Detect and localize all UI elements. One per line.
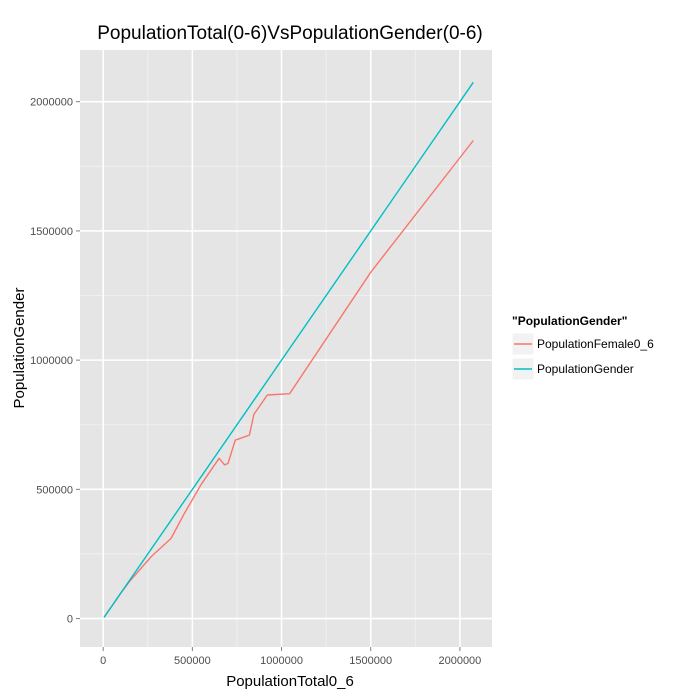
legend-label-populationgender: PopulationGender — [537, 362, 634, 376]
plot-panel — [80, 50, 492, 647]
y-tick-label: 1500000 — [30, 226, 73, 238]
y-axis-title: PopulationGender — [11, 288, 28, 409]
chart-title: PopulationTotal(0-6)VsPopulationGender(0… — [97, 23, 483, 44]
x-tick-label: 0 — [100, 655, 106, 667]
x-tick-label: 500000 — [174, 655, 211, 667]
legend-label-populationfemale0-6: PopulationFemale0_6 — [537, 337, 654, 351]
legend: "PopulationGender" PopulationFemale0_6 Po… — [511, 314, 654, 381]
legend-title: "PopulationGender" — [512, 314, 627, 328]
y-tick-label: 1000000 — [30, 355, 73, 367]
major-gridlines — [80, 50, 492, 647]
y-tick-label: 0 — [67, 614, 73, 626]
y-axis: 0 500000 1000000 1500000 2000000 — [30, 97, 80, 626]
series-line-populationgender — [103, 81, 474, 618]
x-tick-label: 2000000 — [438, 655, 481, 667]
x-tick-label: 1500000 — [349, 655, 392, 667]
y-tick-label: 2000000 — [30, 97, 73, 109]
series-layer — [103, 81, 474, 618]
x-tick-label: 1000000 — [260, 655, 303, 667]
y-tick-label: 500000 — [36, 484, 73, 496]
minor-gridlines — [80, 50, 492, 647]
x-axis: 0 500000 1000000 1500000 2000000 — [100, 647, 481, 667]
x-axis-title: PopulationTotal0_6 — [226, 673, 354, 690]
